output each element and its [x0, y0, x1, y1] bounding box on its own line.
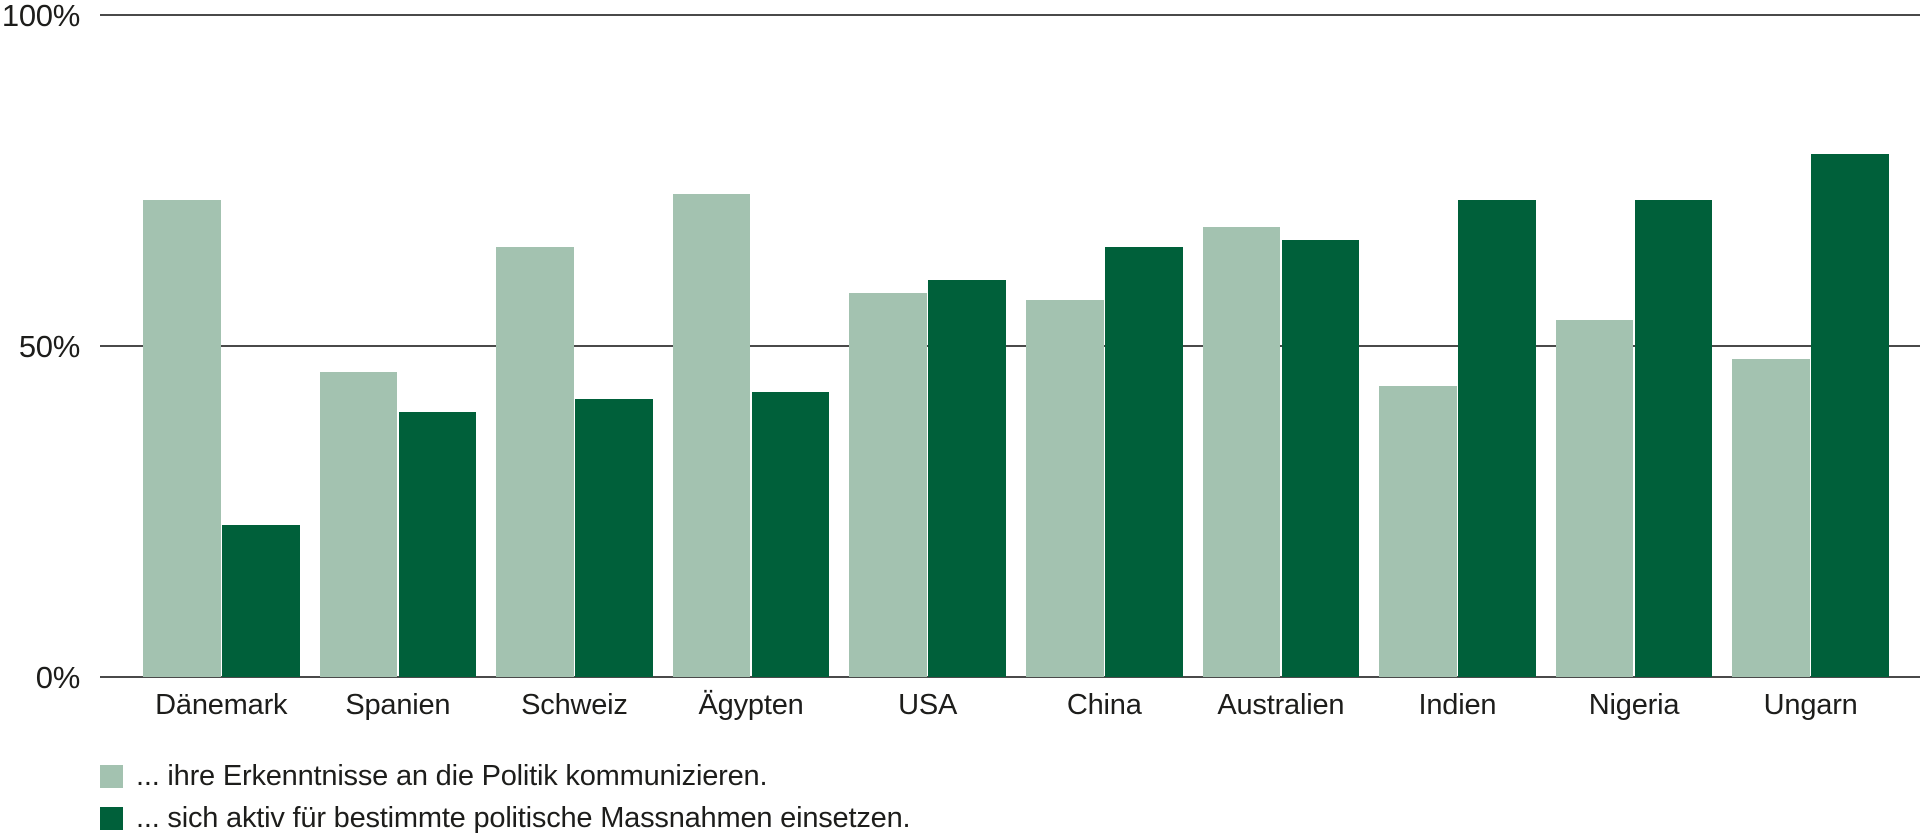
- x-axis-tick-label: China: [1066, 689, 1142, 721]
- legend-swatch-icon: [100, 765, 123, 788]
- bar-australien-series1: [1202, 226, 1281, 677]
- legend-swatch-icon: [100, 807, 123, 830]
- bar-usa-series1: [849, 293, 927, 677]
- bar-nigeria-series2: [1634, 200, 1713, 677]
- legend-label: ... ihre Erkenntnisse an die Politik kom…: [136, 760, 768, 792]
- x-axis-tick-label: Ungarn: [1763, 689, 1858, 721]
- y-axis-tick-label: 100%: [1, 0, 80, 33]
- bar-australien-series2: [1281, 240, 1360, 677]
- legend-item-1: ... ihre Erkenntnisse an die Politik kom…: [100, 760, 768, 792]
- bar-agypten-series2: [751, 392, 830, 677]
- bar-ungarn-series1: [1732, 359, 1810, 677]
- bar-schweiz-series2: [575, 398, 653, 677]
- bar-schweiz-series1: [496, 246, 574, 677]
- legend-item-2: ... sich aktiv für bestimmte politische …: [100, 802, 911, 834]
- x-axis-tick-label: Spanien: [345, 689, 451, 721]
- bar-agypten-series1: [672, 193, 751, 677]
- bar-danemark-series2: [222, 524, 300, 677]
- bar-usa-series2: [928, 279, 1006, 677]
- bar-china-series2: [1105, 246, 1183, 677]
- bar-spanien-series1: [319, 372, 398, 677]
- x-axis-tick-label: Indien: [1418, 689, 1497, 721]
- x-axis-tick-label: Schweiz: [521, 689, 628, 721]
- y-axis-tick-label: 50%: [18, 329, 80, 364]
- x-axis-tick-label: USA: [898, 689, 958, 721]
- bar-indien-series1: [1379, 385, 1457, 677]
- x-axis-tick-label: Ägypten: [698, 689, 804, 721]
- gridline-100: [100, 14, 1920, 16]
- bar-danemark-series1: [143, 200, 221, 677]
- bar-spanien-series2: [398, 412, 477, 677]
- legend-label: ... sich aktiv für bestimmte politische …: [136, 802, 911, 834]
- bar-china-series1: [1026, 299, 1104, 677]
- x-axis-tick-label: Australien: [1217, 689, 1345, 721]
- y-axis-tick-label: 0%: [35, 660, 81, 695]
- x-axis-tick-label: Nigeria: [1588, 689, 1680, 721]
- bar-nigeria-series1: [1555, 319, 1634, 677]
- bar-indien-series2: [1458, 200, 1536, 677]
- gridline-0: [100, 676, 1920, 678]
- x-axis-tick-label: Dänemark: [155, 689, 288, 721]
- gridline-50: [100, 345, 1920, 347]
- bar-ungarn-series2: [1811, 154, 1889, 677]
